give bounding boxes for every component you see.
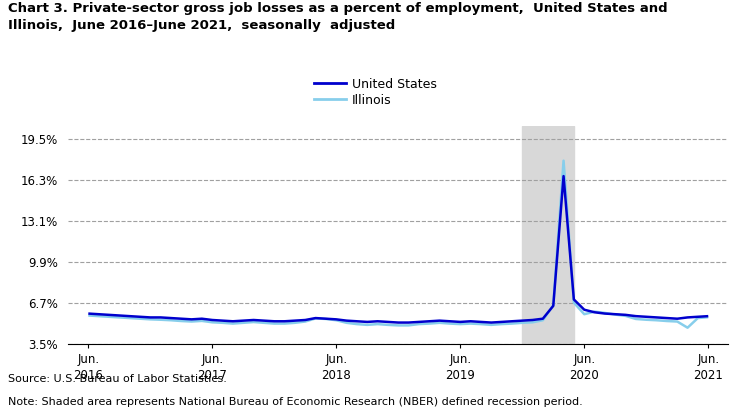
Text: Chart 3. Private-sector gross job losses as a percent of employment,  United Sta: Chart 3. Private-sector gross job losses… xyxy=(8,2,667,15)
Text: Note: Shaded area represents National Bureau of Economic Research (NBER) defined: Note: Shaded area represents National Bu… xyxy=(8,397,582,407)
Legend: United States, Illinois: United States, Illinois xyxy=(315,78,436,107)
Text: Illinois,  June 2016–June 2021,  seasonally  adjusted: Illinois, June 2016–June 2021, seasonall… xyxy=(8,19,395,32)
Bar xyxy=(522,126,574,344)
Text: Source: U.S. Bureau of Labor Statistics.: Source: U.S. Bureau of Labor Statistics. xyxy=(8,374,226,384)
